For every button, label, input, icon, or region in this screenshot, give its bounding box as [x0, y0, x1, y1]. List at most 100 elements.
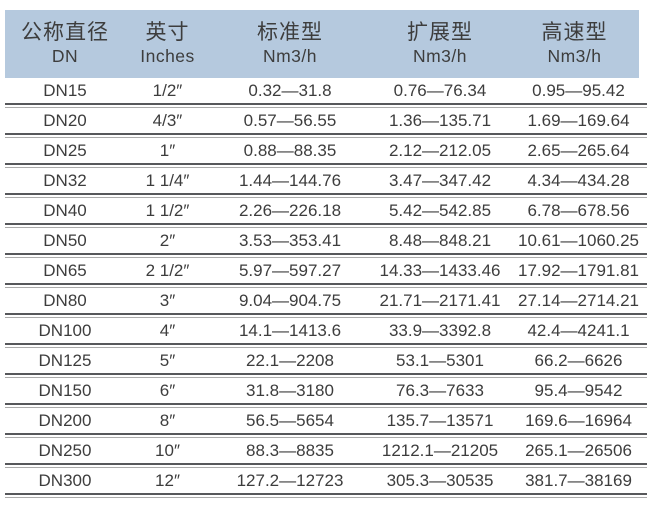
- header-label-zh: 标准型: [257, 20, 323, 44]
- table-cell: 22.1—2208: [246, 351, 334, 370]
- table-row: DN15 1/2″ 0.32—31.8 0.76—76.34 0.95—95.42: [5, 78, 647, 103]
- table-row: DN100 4″ 14.1—1413.6 33.9—3392.8 42.4—4241.1: [5, 318, 647, 343]
- table-cell: 0.95—95.42: [532, 81, 625, 100]
- table-cell: DN15: [43, 81, 87, 100]
- table-cell: 66.2—6626: [534, 351, 623, 370]
- table-cell: 27.14—2714.21: [518, 291, 639, 310]
- table-cell: 2″: [159, 231, 176, 250]
- row-divider: [5, 103, 647, 108]
- table-cell: 10″: [155, 441, 180, 460]
- table-cell: DN32: [43, 171, 87, 190]
- table-cell: DN25: [43, 141, 87, 160]
- table-row: DN50 2″ 3.53—353.41 8.48—848.21 10.61—1060.2…: [5, 228, 647, 253]
- table-cell: 42.4—4241.1: [527, 321, 630, 340]
- table-cell: 9.04—904.75: [238, 291, 342, 310]
- table-cell: 305.3—30535: [386, 471, 494, 490]
- table-cell: 1/2″: [152, 81, 183, 100]
- table-cell: 17.92—1791.81: [518, 261, 639, 280]
- table-cell: 5.97—597.27: [238, 261, 342, 280]
- table-row: DN65 2 1/2″ 5.97—597.27 14.33—1433.46 17.92—…: [5, 258, 647, 283]
- table-cell: DN65: [43, 261, 87, 280]
- header-label-sub: Nm3/h: [547, 46, 602, 67]
- header-cell-dn: 公称直径 DN: [5, 20, 125, 68]
- table-cell: 1″: [159, 141, 176, 160]
- table-cell: 12″: [155, 471, 180, 490]
- header-label-zh: 公称直径: [21, 20, 109, 44]
- row-divider: [5, 253, 647, 258]
- table-cell: 3″: [159, 291, 176, 310]
- table-cell: 3.47—347.42: [388, 171, 492, 190]
- header-label-zh: 扩展型: [407, 20, 473, 44]
- row-divider: [5, 193, 647, 198]
- table-cell: 135.7—13571: [386, 411, 494, 430]
- row-divider: [5, 403, 647, 408]
- table-cell: 381.7—38169: [525, 471, 632, 490]
- row-divider: [5, 133, 647, 138]
- table-cell: 3.53—353.41: [238, 231, 342, 250]
- header-label-sub: Nm3/h: [262, 46, 318, 67]
- table-cell: 95.4—9542: [534, 381, 623, 400]
- table-cell: 0.76—76.34: [393, 81, 487, 100]
- table-row: DN200 8″ 56.5—5654 135.7—13571 169.6—16964: [5, 408, 647, 433]
- header-label-sub: Nm3/h: [412, 46, 468, 67]
- table-row: DN150 6″ 31.8—3180 76.3—7633 95.4—9542: [5, 378, 647, 403]
- table-cell: DN150: [38, 381, 92, 400]
- table-body: DN15 1/2″ 0.32—31.8 0.76—76.34 0.95—95.42 DN2…: [5, 78, 647, 498]
- header-cell-extended: 扩展型 Nm3/h: [370, 20, 510, 68]
- table-row: DN40 1 1/2″ 2.26—226.18 5.42—542.85 6.78—678…: [5, 198, 647, 223]
- header-cell-standard: 标准型 Nm3/h: [210, 20, 370, 68]
- table-cell: DN250: [38, 441, 92, 460]
- header-label-sub: Inches: [140, 46, 195, 67]
- table-cell: 76.3—7633: [396, 381, 484, 400]
- table-cell: 1212.1—21205: [381, 441, 499, 460]
- table-cell: 6″: [159, 381, 176, 400]
- table-cell: DN100: [38, 321, 92, 340]
- table-row: DN80 3″ 9.04—904.75 21.71—2171.41 27.14—2714…: [5, 288, 647, 313]
- table-cell: 2.12—212.05: [388, 141, 492, 160]
- table-row: DN20 4/3″ 0.57—56.55 1.36—135.71 1.69—169.64: [5, 108, 647, 133]
- table-cell: 5.42—542.85: [388, 201, 492, 220]
- table-row: DN32 1 1/4″ 1.44—144.76 3.47—347.42 4.34—434…: [5, 168, 647, 193]
- table-cell: 5″: [159, 351, 176, 370]
- table-cell: 0.88—88.35: [243, 141, 337, 160]
- row-divider: [5, 223, 647, 228]
- table-cell: DN50: [43, 231, 87, 250]
- table-cell: 1 1/4″: [145, 171, 190, 190]
- table-cell: 169.6—16964: [525, 411, 632, 430]
- header-label-zh: 高速型: [541, 20, 608, 44]
- table-cell: 2 1/2″: [145, 261, 190, 280]
- table-cell: 4.34—434.28: [527, 171, 630, 190]
- flow-range-table: 公称直径 DN 英寸 Inches 标准型 Nm3/h 扩展型 Nm3/h 高速…: [5, 10, 647, 498]
- table-cell: 127.2—12723: [236, 471, 344, 490]
- table-cell: DN40: [43, 201, 87, 220]
- table-cell: 56.5—5654: [246, 411, 334, 430]
- table-row: DN250 10″ 88.3—8835 1212.1—21205 265.1—26506: [5, 438, 647, 463]
- table-cell: 0.32—31.8: [248, 81, 332, 100]
- table-cell: 2.65—265.64: [527, 141, 630, 160]
- table-cell: 14.1—1413.6: [238, 321, 342, 340]
- table-cell: 1.36—135.71: [388, 111, 492, 130]
- table-header: 公称直径 DN 英寸 Inches 标准型 Nm3/h 扩展型 Nm3/h 高速…: [5, 10, 639, 78]
- header-cell-inches: 英寸 Inches: [125, 20, 210, 68]
- row-divider: [5, 493, 647, 498]
- row-divider: [5, 283, 647, 288]
- table-cell: DN80: [43, 291, 87, 310]
- row-divider: [5, 163, 647, 168]
- table-cell: 4/3″: [152, 111, 183, 130]
- table-cell: 14.33—1433.46: [379, 261, 501, 280]
- table-cell: 6.78—678.56: [527, 201, 630, 220]
- header-label-zh: 英寸: [145, 20, 190, 44]
- table-cell: 10.61—1060.25: [518, 231, 639, 250]
- row-divider: [5, 343, 647, 348]
- table-cell: 88.3—8835: [246, 441, 334, 460]
- row-divider: [5, 373, 647, 378]
- table-cell: 1.44—144.76: [238, 171, 342, 190]
- table-cell: DN200: [38, 411, 92, 430]
- table-cell: 1.69—169.64: [527, 111, 630, 130]
- table-row: DN300 12″ 127.2—12723 305.3—30535 381.7—3816…: [5, 468, 647, 493]
- header-cell-highspeed: 高速型 Nm3/h: [510, 20, 639, 68]
- table-cell: 8.48—848.21: [388, 231, 492, 250]
- header-label-sub: DN: [51, 46, 79, 67]
- table-cell: 8″: [159, 411, 176, 430]
- table-row: DN125 5″ 22.1—2208 53.1—5301 66.2—6626: [5, 348, 647, 373]
